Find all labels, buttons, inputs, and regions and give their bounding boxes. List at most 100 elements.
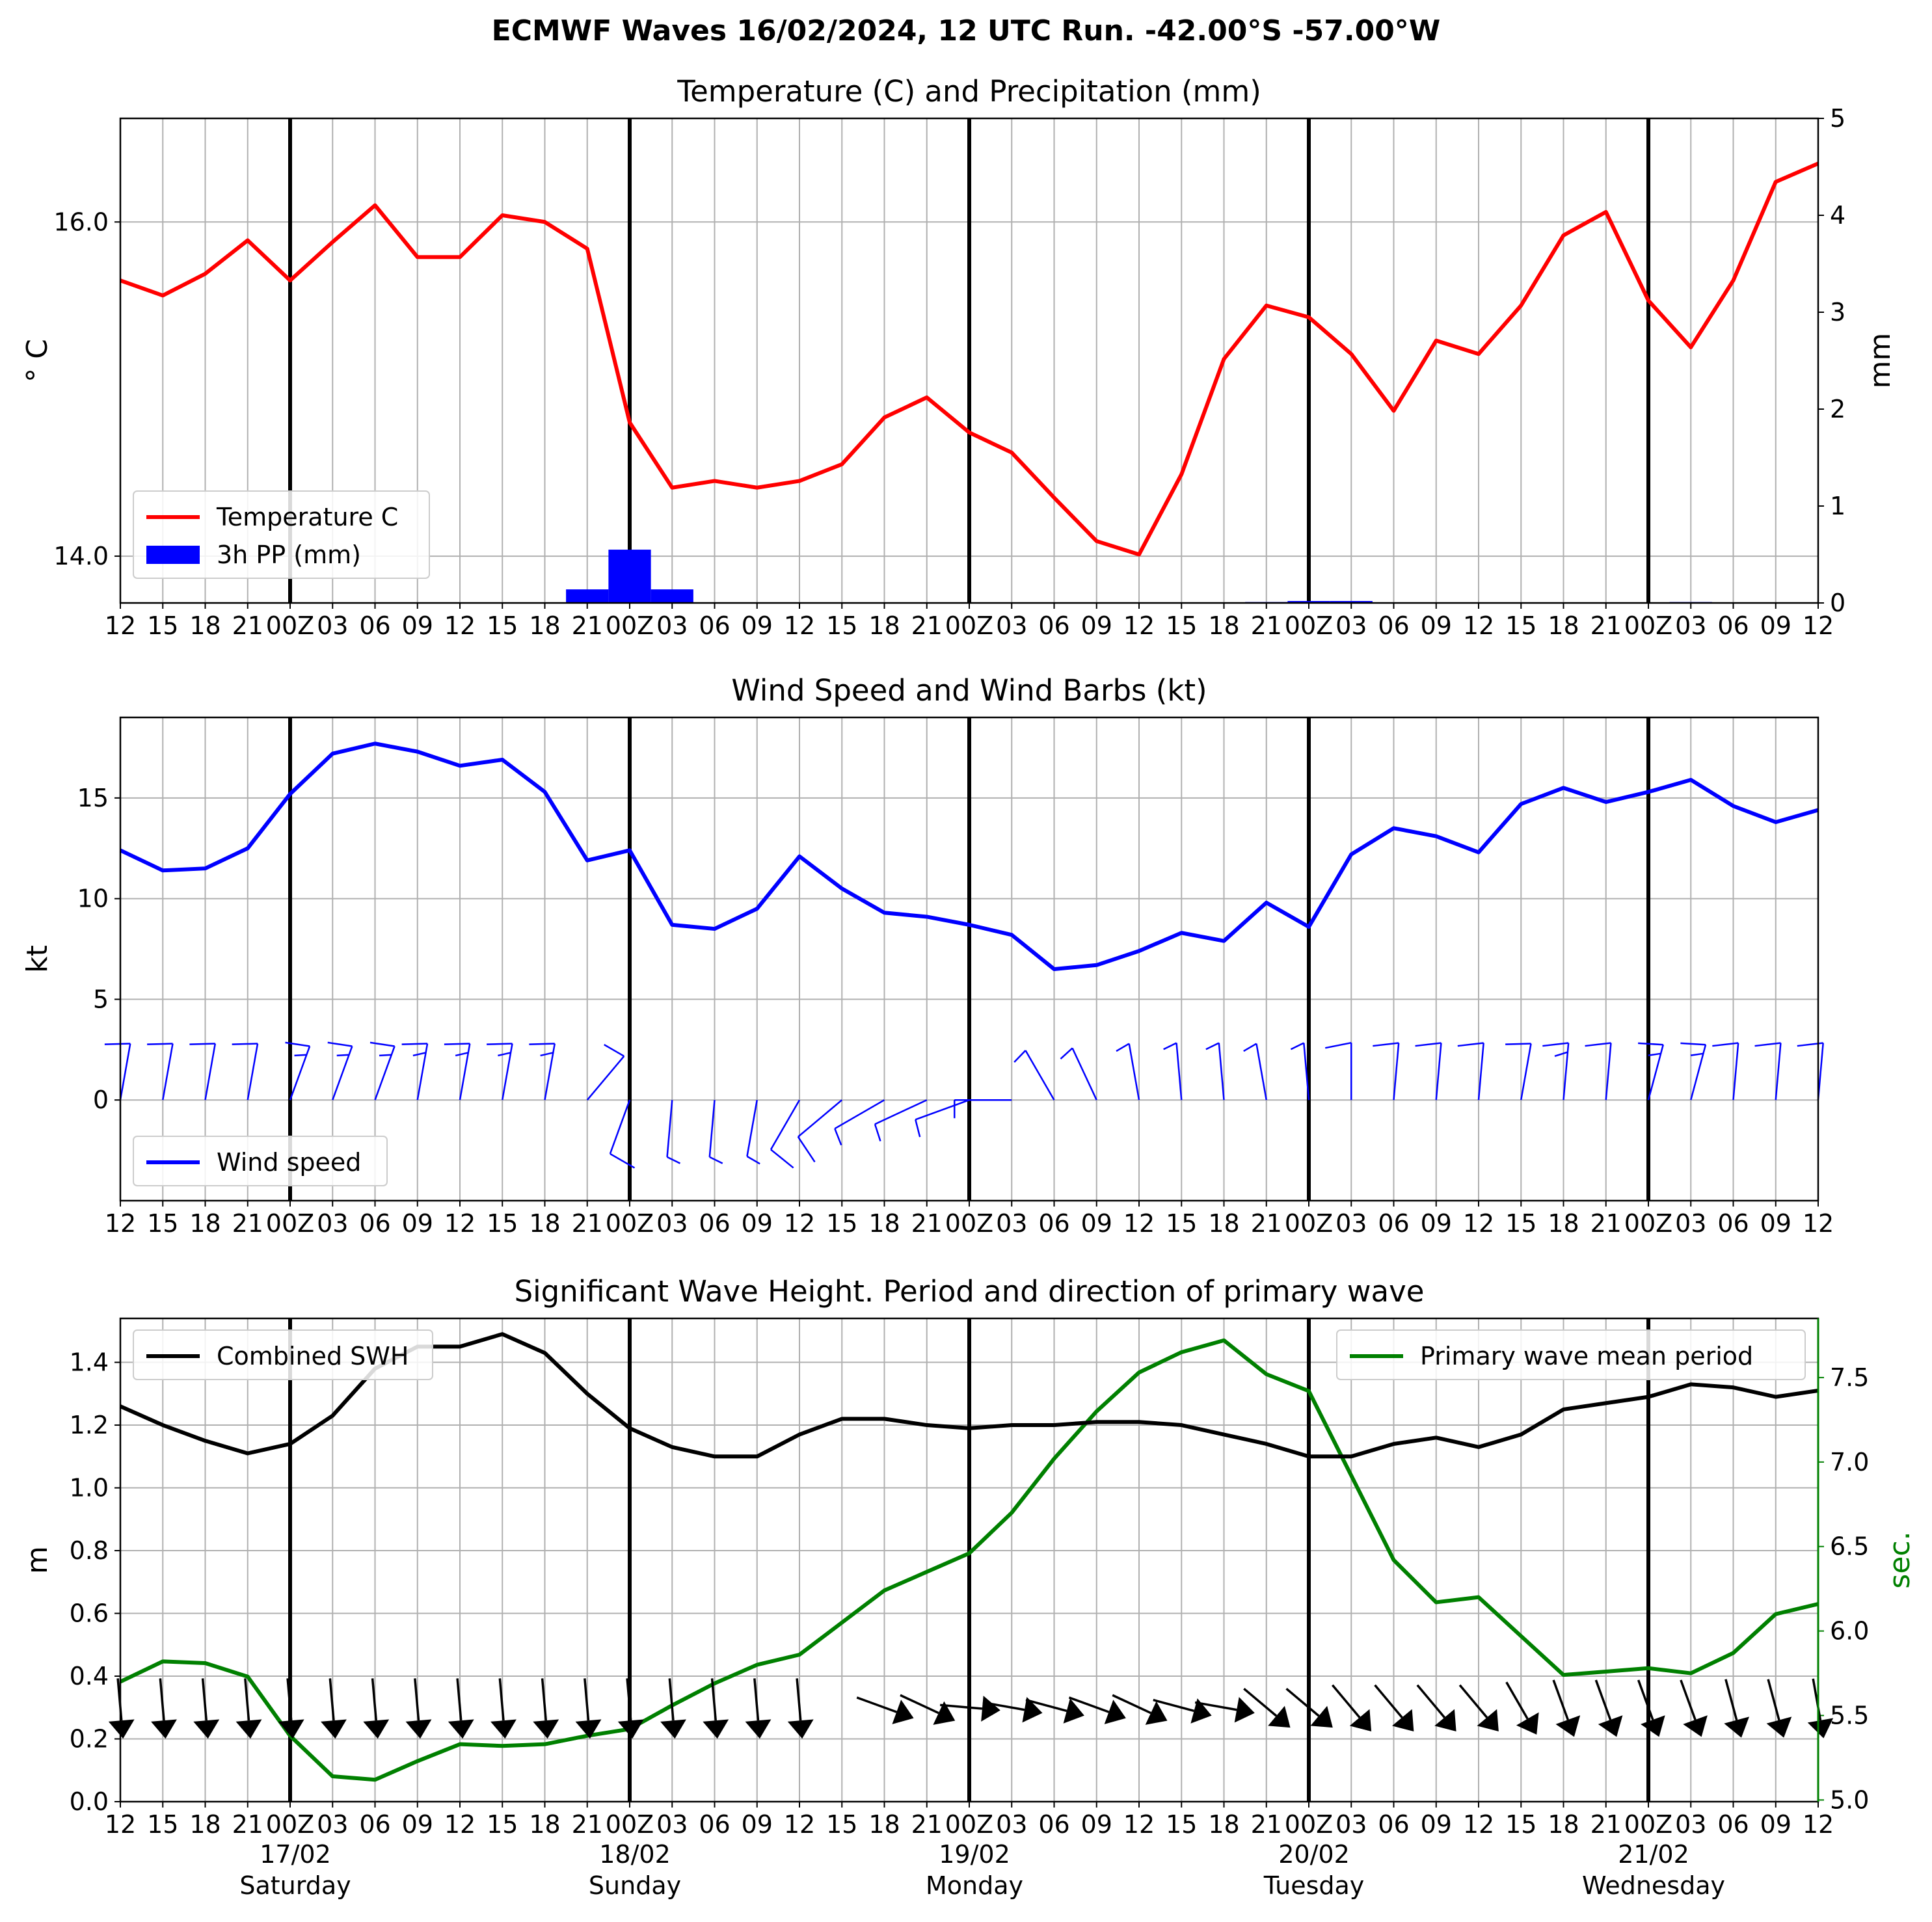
wind-barb	[1013, 1050, 1055, 1101]
x-tick-label: 15	[1505, 1810, 1536, 1839]
arrow-head	[1683, 1715, 1708, 1737]
wind-barb-flag	[1680, 1042, 1706, 1046]
wave-direction-arrow	[1416, 1684, 1456, 1732]
temperature-precipitation-panel: Temperature (C) and Precipitation (mm)12…	[21, 74, 1897, 640]
wind-barb	[1585, 1042, 1612, 1101]
x-tick-label: 18	[529, 611, 560, 640]
x-tick-label: 21	[1251, 1810, 1282, 1839]
arrow-head	[1555, 1715, 1581, 1737]
x-tick-label: 18	[1208, 1810, 1239, 1839]
y-tick-label: 0.8	[70, 1536, 109, 1565]
arrow-head	[1724, 1716, 1749, 1738]
x-tick-label: 09	[1760, 1810, 1791, 1839]
x-tick-label: 21	[572, 1209, 603, 1238]
arrow-shaft	[710, 1678, 717, 1721]
wind-barb	[797, 1099, 843, 1163]
x-tick-label: 09	[402, 1209, 433, 1238]
wind-barb-flag	[412, 1052, 426, 1057]
y-tick-label: 0.6	[70, 1599, 109, 1628]
wave-direction-arrow	[703, 1678, 729, 1739]
wind-barb-flag	[1505, 1043, 1531, 1045]
x-tick-label: 21	[1590, 1810, 1622, 1839]
legend-box	[133, 1329, 433, 1380]
x-tick-label: 15	[826, 1810, 857, 1839]
arrow-shaft	[1552, 1679, 1569, 1720]
wind-barb-shaft	[746, 1099, 758, 1157]
x-tick-label: 12	[444, 1209, 476, 1238]
arrow-shaft	[1285, 1687, 1320, 1717]
legend-label: Primary wave mean period	[1420, 1342, 1753, 1370]
wind-barb-flag	[770, 1149, 794, 1169]
wind-barb-flag	[1712, 1042, 1739, 1047]
x-tick-label: 09	[1421, 1209, 1452, 1238]
wind-barb	[327, 1041, 353, 1101]
x-tick-label: 18	[1548, 1810, 1579, 1839]
wind-barb-shaft	[289, 1046, 311, 1101]
wind-barb-shaft	[874, 1099, 928, 1125]
x-tick-label: 03	[1335, 611, 1367, 640]
arrow-head	[892, 1700, 914, 1724]
x-tick-label: 00Z	[606, 611, 654, 640]
wind-barb	[1243, 1043, 1267, 1101]
x-tick-label: 12	[1803, 1209, 1834, 1238]
arrow-shaft	[1153, 1698, 1195, 1713]
wind-barb-flag	[369, 1041, 395, 1047]
y-right-tick-label: 1	[1830, 492, 1845, 520]
wave-direction-arrow	[151, 1678, 177, 1739]
arrow-shaft	[1068, 1696, 1110, 1713]
wave-direction-arrow	[1374, 1684, 1414, 1732]
precip-bar	[1330, 601, 1373, 603]
wind-barb	[1505, 1043, 1532, 1101]
arrow-head	[1641, 1715, 1665, 1737]
day-weekday-label: Wednesday	[1582, 1871, 1725, 1900]
x-tick-label: 15	[487, 611, 518, 640]
wind-barb-shaft	[1303, 1043, 1310, 1101]
wave-direction-arrow	[1068, 1696, 1126, 1724]
wind-barb	[369, 1041, 396, 1101]
wave-direction-arrow	[1680, 1679, 1708, 1737]
arrow-shaft	[1505, 1681, 1529, 1720]
day-date-label: 20/02	[1278, 1840, 1350, 1869]
arrow-head	[575, 1719, 602, 1739]
wind-barb-flag	[1325, 1041, 1352, 1049]
arrow-shaft	[1112, 1694, 1151, 1715]
x-tick-label: 21	[1251, 611, 1282, 640]
y-tick-label: 10	[77, 885, 109, 913]
x-tick-label: 06	[359, 1810, 390, 1839]
x-tick-label: 12	[1463, 1209, 1494, 1238]
wave-direction-arrow	[1552, 1679, 1581, 1737]
y-tick-label: 15	[77, 784, 109, 812]
arrow-shaft	[414, 1678, 420, 1721]
x-tick-label: 06	[699, 1810, 730, 1839]
wind-barb	[609, 1099, 636, 1169]
wind-barb	[285, 1041, 311, 1101]
wind-barb-flag	[834, 1128, 842, 1145]
wind-barb-flag	[610, 1153, 636, 1169]
wind-barb-flag	[232, 1043, 258, 1045]
wind-barb-flag	[1797, 1042, 1823, 1047]
arrow-head	[490, 1719, 517, 1739]
wave-direction-arrow	[1724, 1679, 1749, 1738]
arrow-shaft	[1812, 1678, 1822, 1721]
x-tick-label: 06	[1038, 611, 1069, 640]
wave-direction-arrow	[982, 1697, 1043, 1723]
arrow-shaft	[1637, 1679, 1654, 1720]
arrow-shaft	[900, 1694, 939, 1715]
x-tick-label: 15	[826, 611, 857, 640]
wave-direction-arrow	[1194, 1697, 1255, 1723]
wind-barb	[586, 1044, 625, 1101]
x-tick-label: 18	[189, 1209, 221, 1238]
x-tick-label: 06	[699, 611, 730, 640]
wind-barb-shaft	[544, 1043, 556, 1101]
wind-barb-flag	[1163, 1042, 1177, 1050]
wind-barb	[487, 1043, 513, 1101]
arrow-head	[193, 1719, 220, 1739]
day-weekday-label: Sunday	[589, 1871, 681, 1900]
wave-direction-arrow	[1285, 1687, 1333, 1728]
x-tick-label: 03	[317, 1209, 348, 1238]
x-tick-label: 12	[444, 611, 476, 640]
x-tick-label: 09	[1081, 611, 1112, 640]
y-tick-label: 5	[93, 985, 109, 1013]
y-tick-label: 0.2	[70, 1725, 109, 1754]
x-tick-label: 06	[1378, 1810, 1409, 1839]
